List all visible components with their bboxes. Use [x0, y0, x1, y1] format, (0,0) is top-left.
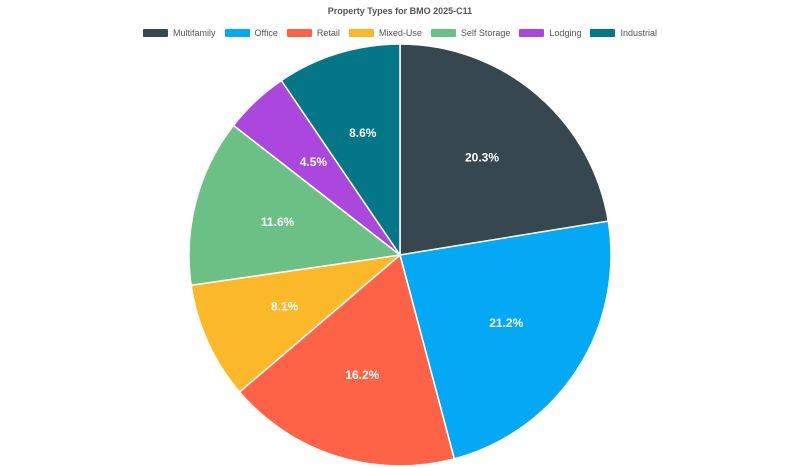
legend-swatch — [590, 29, 616, 37]
legend-label: Mixed-Use — [378, 28, 422, 38]
legend-swatch — [286, 29, 312, 37]
legend-item[interactable]: Lodging — [519, 28, 581, 38]
legend-item[interactable]: Self Storage — [430, 28, 511, 38]
legend-swatch — [430, 29, 456, 37]
legend-item[interactable]: Mixed-Use — [348, 28, 422, 38]
legend-label: Industrial — [620, 28, 657, 38]
pie-slice-multifamily[interactable] — [399, 43, 610, 256]
legend-label: Lodging — [549, 28, 582, 38]
legend-item[interactable]: Multifamily — [143, 28, 216, 38]
legend-label: Self Storage — [460, 28, 511, 38]
chart-legend: Multifamily Office Retail Mixed-Use Self Sto… — [0, 28, 800, 38]
slice-value-label: 8.1% — [271, 299, 299, 313]
pie-slice-industrial[interactable] — [280, 43, 401, 256]
legend-swatch — [224, 29, 250, 37]
pie-slice-mixed-use[interactable] — [190, 254, 401, 393]
pie-slice-office[interactable] — [399, 220, 612, 460]
slice-value-label: 20.3% — [465, 151, 499, 165]
legend-item[interactable]: Retail — [286, 28, 340, 38]
legend-swatch — [348, 29, 374, 37]
slice-value-label: 16.2% — [345, 368, 379, 382]
legend-label: Multifamily — [173, 28, 216, 38]
chart-title: Property Types for BMO 2025-C11 — [327, 6, 473, 16]
slice-value-label: 4.5% — [300, 155, 328, 169]
pie-slice-retail[interactable] — [238, 254, 456, 467]
slice-value-label: 8.6% — [349, 126, 377, 140]
legend-item[interactable]: Industrial — [590, 28, 657, 38]
legend-swatch — [519, 29, 545, 37]
slice-value-label: 11.6% — [261, 215, 295, 229]
slice-value-label: 21.2% — [489, 316, 523, 330]
legend-item[interactable]: Office — [224, 28, 278, 38]
pie-slice-self-storage[interactable] — [188, 124, 401, 287]
legend-label: Office — [254, 28, 278, 38]
legend-label: Retail — [316, 28, 340, 38]
legend-swatch — [143, 29, 168, 37]
